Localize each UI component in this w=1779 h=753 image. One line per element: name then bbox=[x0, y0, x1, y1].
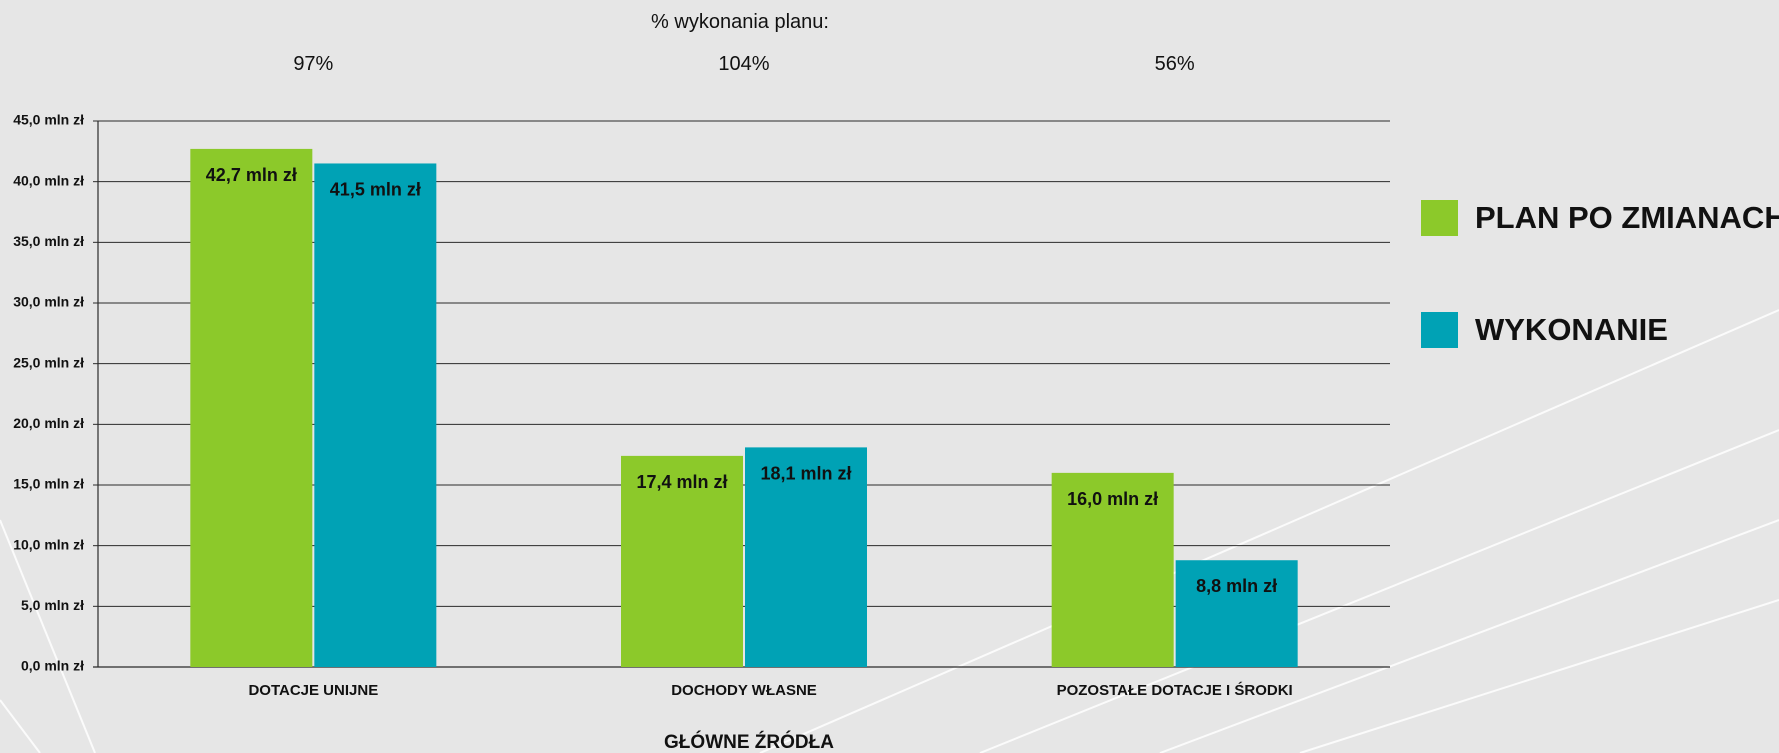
y-tick-label: 25,0 mln zł bbox=[13, 354, 84, 370]
bars bbox=[190, 148, 1298, 667]
y-tick-label: 20,0 mln zł bbox=[13, 415, 84, 431]
bar-value-label: 41,5 mln zł bbox=[330, 179, 421, 199]
percent-value-label: 104% bbox=[718, 53, 769, 75]
bar-value-label: 17,4 mln zł bbox=[636, 472, 727, 492]
bar-value-label: 42,7 mln zł bbox=[206, 165, 297, 185]
percent-of-plan: % wykonania planu: 97% 104% 56% bbox=[293, 11, 1195, 75]
x-tick-label: DOCHODY WŁASNE bbox=[671, 682, 817, 699]
y-tick-label: 5,0 mln zł bbox=[21, 597, 84, 613]
background-line bbox=[979, 429, 1779, 753]
data-labels: 42,7 mln zł 41,5 mln zł 17,4 mln zł 18,1 ml… bbox=[206, 165, 1277, 596]
legend-swatch bbox=[1421, 200, 1458, 236]
legend: PLAN PO ZMIANACH WYKONANIE bbox=[1421, 200, 1779, 348]
y-tick-label: 0,0 mln zł bbox=[21, 658, 84, 674]
percent-value-label: 97% bbox=[293, 53, 333, 75]
x-axis: DOTACJE UNIJNE DOCHODY WŁASNE POZOSTAŁE DO… bbox=[248, 681, 1292, 699]
y-tick-label: 35,0 mln zł bbox=[13, 233, 84, 249]
x-axis-title: GŁÓWNE ŹRÓDŁA bbox=[664, 731, 834, 753]
legend-label: PLAN PO ZMIANACH bbox=[1475, 200, 1779, 235]
background-line bbox=[1299, 599, 1779, 753]
y-tick-label: 10,0 mln zł bbox=[13, 536, 84, 552]
y-axis: 0,0 mln zł 5,0 mln zł 10,0 mln zł 15,0 mln … bbox=[13, 112, 1390, 674]
bar-plan bbox=[190, 148, 313, 667]
bar-value-label: 18,1 mln zł bbox=[760, 463, 851, 483]
percent-heading: % wykonania planu: bbox=[651, 11, 829, 33]
background-line bbox=[0, 699, 41, 753]
background-line bbox=[1159, 519, 1779, 753]
x-tick-label: DOTACJE UNIJNE bbox=[248, 682, 378, 699]
bar-wykonanie bbox=[745, 447, 867, 667]
bar-plan bbox=[1051, 472, 1174, 667]
y-tick-label: 15,0 mln zł bbox=[13, 476, 84, 492]
background-decoration bbox=[0, 309, 1779, 753]
bar-plan bbox=[621, 455, 743, 667]
percent-value-label: 56% bbox=[1155, 53, 1195, 75]
x-tick-label: POZOSTAŁE DOTACJE I ŚRODKI bbox=[1057, 681, 1293, 699]
grid-lines bbox=[98, 120, 1390, 607]
legend-label: WYKONANIE bbox=[1475, 312, 1668, 347]
bar-value-label: 8,8 mln zł bbox=[1196, 576, 1277, 596]
legend-swatch bbox=[1421, 312, 1458, 348]
bar-wykonanie bbox=[314, 163, 437, 667]
y-tick-label: 45,0 mln zł bbox=[13, 112, 84, 128]
y-tick-label: 40,0 mln zł bbox=[13, 172, 84, 188]
background-line bbox=[759, 309, 1779, 753]
background-line bbox=[0, 519, 96, 753]
y-tick-label: 30,0 mln zł bbox=[13, 294, 84, 310]
bar-value-label: 16,0 mln zł bbox=[1067, 489, 1158, 509]
bar-wykonanie bbox=[1175, 560, 1298, 667]
